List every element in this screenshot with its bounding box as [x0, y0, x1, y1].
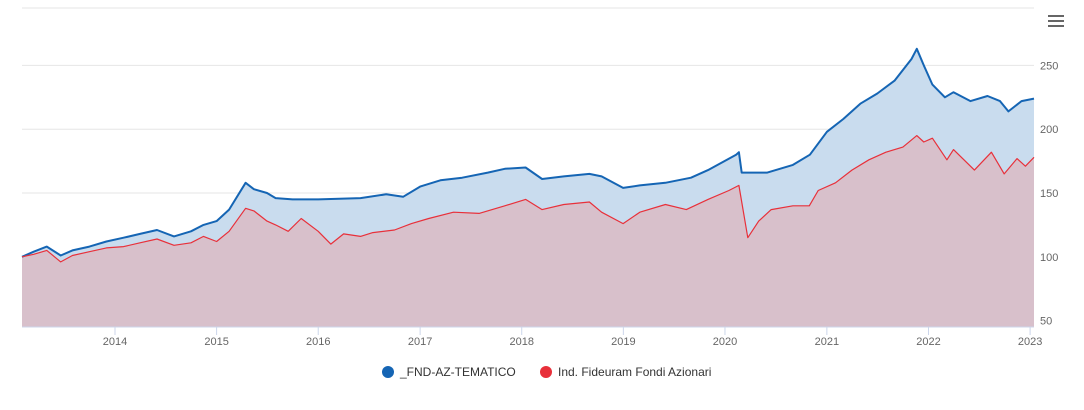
y-tick-label: 250	[1040, 60, 1058, 72]
x-tick-label: 2020	[713, 336, 737, 348]
x-axis-tick-labels: 2014 2015 2016 2017 2018 2019 2020 2021 2022 2023	[103, 336, 1043, 348]
x-tick-label: 2014	[103, 336, 127, 348]
x-tick-label: 2022	[916, 336, 940, 348]
x-tick-label: 2016	[306, 336, 330, 348]
x-tick-label: 2021	[815, 336, 839, 348]
legend-item-0[interactable]: _FND-AZ-TEMATICO	[382, 365, 516, 379]
x-tick-label: 2017	[408, 336, 432, 348]
x-tick-label: 2015	[204, 336, 228, 348]
series-area-1	[22, 135, 1034, 327]
y-axis-tick-labels: 50 100 150 200 250	[1040, 60, 1058, 327]
legend-marker-icon	[540, 366, 552, 378]
legend-marker-icon	[382, 366, 394, 378]
x-tick-label: 2019	[611, 336, 635, 348]
y-tick-label: 100	[1040, 252, 1058, 264]
legend: _FND-AZ-TEMATICO Ind. Fideuram Fondi Azio…	[382, 365, 711, 379]
y-tick-label: 50	[1040, 316, 1052, 328]
legend-item-1[interactable]: Ind. Fideuram Fondi Azionari	[540, 365, 711, 379]
x-tick-label: 2023	[1018, 336, 1042, 348]
legend-label: _FND-AZ-TEMATICO	[399, 365, 516, 379]
y-tick-label: 200	[1040, 124, 1058, 136]
series-lines	[21, 47, 1035, 263]
hamburger-menu-icon[interactable]	[1045, 12, 1067, 30]
series-line-1[interactable]	[21, 135, 1035, 263]
legend-label: Ind. Fideuram Fondi Azionari	[558, 365, 711, 379]
x-tick-label: 2018	[509, 336, 533, 348]
y-tick-label: 150	[1040, 188, 1058, 200]
x-axis	[22, 326, 1034, 335]
series-areas	[22, 48, 1034, 328]
series-line-0[interactable]	[21, 47, 1035, 258]
